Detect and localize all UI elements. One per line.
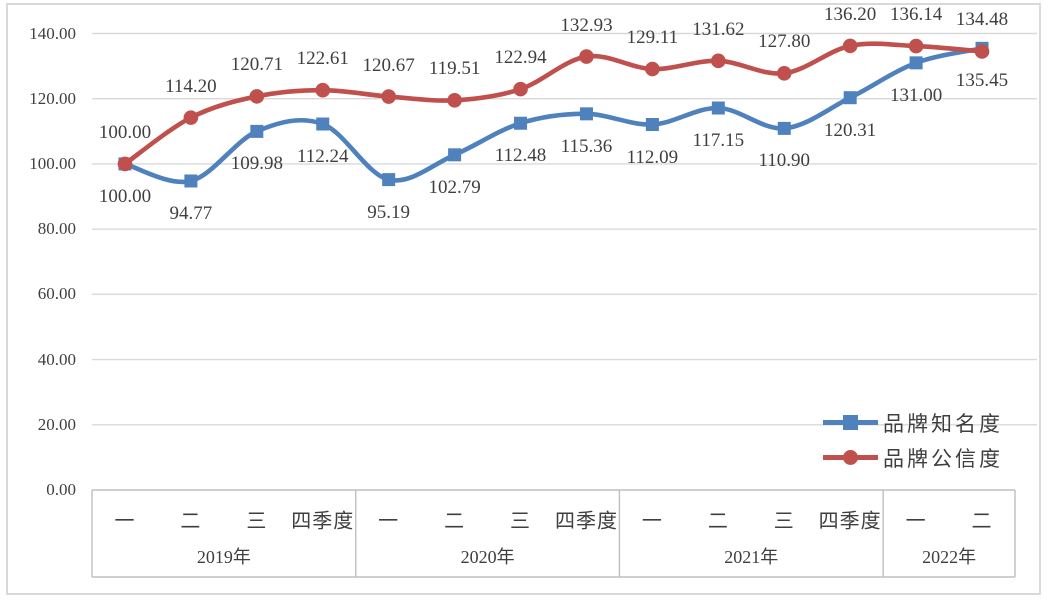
brand-awareness-data-label: 135.45 xyxy=(955,70,1009,92)
brand-credibility-data-label: 114.20 xyxy=(165,75,217,97)
x-axis-quarter-label: 一 xyxy=(641,510,663,533)
chart-legend: 品牌知名度 品牌公信度 xyxy=(823,409,1003,471)
x-axis-quarter-label: 一 xyxy=(114,510,136,533)
y-axis-tick-label: 0.00 xyxy=(46,480,76,499)
brand-awareness-marker xyxy=(316,117,330,131)
brand-awareness-marker xyxy=(579,107,593,121)
x-axis-quarter-label: 二 xyxy=(707,510,729,533)
x-axis-quarter-label: 三 xyxy=(773,510,795,533)
brand-awareness-data-label: 110.90 xyxy=(758,150,811,172)
brand-credibility-data-label: 122.94 xyxy=(494,47,547,69)
brand-awareness-legend-swatch xyxy=(823,409,878,436)
x-axis-quarter-label: 四季度 xyxy=(818,510,882,533)
y-axis-tick-label: 80.00 xyxy=(37,219,76,239)
brand-credibility-marker xyxy=(908,38,924,54)
x-axis-quarter-label: 四季度 xyxy=(554,510,618,533)
brand-credibility-marker xyxy=(711,53,726,69)
brand-awareness-data-label: 109.98 xyxy=(230,153,283,175)
x-axis-year-label: 2020年 xyxy=(460,547,515,567)
y-axis-tick-label: 120.00 xyxy=(29,88,76,108)
brand-credibility-marker xyxy=(974,44,990,59)
x-axis-year-label: 2019年 xyxy=(196,547,251,567)
y-axis-tick-label: 60.00 xyxy=(37,284,76,304)
x-axis-year-label: 2021年 xyxy=(724,547,779,567)
brand-credibility-marker xyxy=(513,81,528,97)
brand-credibility-data-label: 119.51 xyxy=(428,58,481,80)
x-axis-year-label: 2022年 xyxy=(922,547,977,567)
x-axis-quarter-label: 一 xyxy=(905,510,927,533)
brand-credibility-data-label: 132.93 xyxy=(560,14,613,36)
x-axis-quarter-label: 二 xyxy=(180,510,202,533)
square-marker-icon xyxy=(843,415,858,430)
brand-credibility-data-label: 136.14 xyxy=(889,4,943,26)
brand-awareness-marker xyxy=(645,118,659,132)
brand-awareness-marker xyxy=(250,124,264,138)
brand-credibility-marker xyxy=(776,65,792,81)
circle-marker-icon xyxy=(843,450,858,465)
brand-awareness-marker xyxy=(382,173,396,187)
brand-awareness-data-label: 115.36 xyxy=(560,135,613,157)
y-axis-tick-label: 140.00 xyxy=(29,23,76,43)
brand-awareness-marker xyxy=(514,116,528,130)
brand-credibility-legend-swatch xyxy=(823,444,878,471)
x-axis-quarter-label: 一 xyxy=(378,510,400,533)
brand-awareness-data-label: 120.31 xyxy=(824,119,877,141)
brand-credibility-data-label: 129.11 xyxy=(626,27,679,48)
brand-awareness-marker xyxy=(909,56,923,70)
brand-credibility-marker xyxy=(645,61,660,77)
brand-awareness-data-label: 112.24 xyxy=(296,146,349,168)
brand-awareness-data-label: 102.79 xyxy=(428,176,481,198)
chart-border xyxy=(6,3,1041,595)
x-axis-quarter-label: 三 xyxy=(246,510,268,533)
brand-credibility-marker xyxy=(381,89,396,104)
brand-credibility-marker xyxy=(249,89,265,104)
brand-credibility-marker xyxy=(447,93,462,108)
y-axis-tick-label: 100.00 xyxy=(29,153,76,173)
y-axis-tick-label: 20.00 xyxy=(37,414,76,434)
brand-credibility-data-label: 120.71 xyxy=(230,54,283,76)
brand-awareness-marker xyxy=(184,174,198,188)
brand-awareness-marker xyxy=(843,91,857,105)
legend-item-brand-credibility: 品牌公信度 xyxy=(823,444,1003,471)
brand-awareness-marker xyxy=(777,121,791,135)
brand-awareness-data-label: 94.77 xyxy=(169,202,213,224)
brand-credibility-marker xyxy=(117,156,133,172)
legend-item-brand-awareness: 品牌知名度 xyxy=(823,409,1003,436)
x-axis-quarter-label: 三 xyxy=(510,510,532,533)
x-axis-quarter-label: 二 xyxy=(971,510,993,533)
brand-awareness-marker xyxy=(448,148,462,162)
brand-credibility-data-label: 100.00 xyxy=(98,121,152,143)
brand-credibility-data-label: 122.61 xyxy=(296,48,349,70)
brand-credibility-data-label: 127.80 xyxy=(758,31,811,53)
brand-credibility-marker xyxy=(315,82,331,98)
brand-credibility-data-label: 120.67 xyxy=(362,54,415,76)
y-axis-tick-label: 40.00 xyxy=(37,349,76,369)
brand-awareness-marker xyxy=(711,101,725,115)
x-axis-quarter-label: 二 xyxy=(444,510,466,533)
brand-awareness-data-label: 100.00 xyxy=(98,185,152,207)
x-axis-quarter-label: 四季度 xyxy=(291,510,355,533)
brand-credibility-data-label: 131.62 xyxy=(692,18,745,40)
brand-awareness-data-label: 112.09 xyxy=(626,146,679,168)
brand-awareness-data-label: 131.00 xyxy=(889,84,943,106)
brand-credibility-marker xyxy=(842,38,858,54)
brand-credibility-marker xyxy=(183,110,199,125)
brand-credibility-data-label: 136.20 xyxy=(824,3,877,25)
brand-credibility-marker xyxy=(579,49,594,64)
legend-label: 品牌知名度 xyxy=(883,411,1003,436)
brand-awareness-data-label: 95.19 xyxy=(367,201,411,223)
brand-credibility-data-label: 134.48 xyxy=(955,9,1009,31)
legend-label: 品牌公信度 xyxy=(883,446,1003,471)
brand-awareness-data-label: 117.15 xyxy=(692,130,745,151)
brand-awareness-data-label: 112.48 xyxy=(494,145,547,167)
